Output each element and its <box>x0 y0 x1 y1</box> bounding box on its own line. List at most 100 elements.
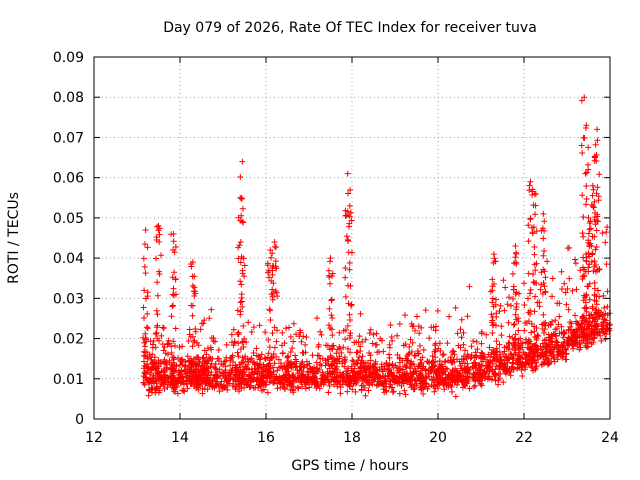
data-point <box>265 336 272 343</box>
data-point <box>392 377 399 384</box>
data-point <box>422 381 429 388</box>
data-point <box>468 343 475 350</box>
data-point <box>495 381 502 388</box>
data-point <box>471 359 478 366</box>
data-point <box>321 374 328 381</box>
data-point <box>242 363 249 370</box>
data-point <box>469 363 476 370</box>
data-point <box>334 346 341 353</box>
data-point <box>431 388 438 395</box>
data-point <box>444 357 451 364</box>
data-point <box>370 331 377 338</box>
data-point <box>353 370 360 377</box>
data-point <box>364 377 371 384</box>
data-point <box>237 345 244 352</box>
data-point <box>403 369 410 376</box>
data-point <box>496 358 503 365</box>
data-point <box>447 357 454 364</box>
data-point <box>531 190 538 197</box>
data-point <box>512 336 519 343</box>
data-point <box>546 337 553 344</box>
data-point <box>287 348 294 355</box>
data-point <box>179 358 186 365</box>
data-point <box>175 374 182 381</box>
data-point <box>405 351 412 358</box>
data-point <box>538 361 545 368</box>
data-point <box>196 369 203 376</box>
data-point <box>539 340 546 347</box>
data-point <box>347 349 354 356</box>
data-point <box>189 259 196 266</box>
data-point <box>463 355 470 362</box>
data-point <box>153 237 160 244</box>
data-point <box>179 387 186 394</box>
data-point <box>541 283 548 290</box>
data-point <box>492 296 499 303</box>
data-point <box>408 348 415 355</box>
data-point <box>231 338 238 345</box>
data-point <box>347 330 354 337</box>
data-point <box>144 367 151 374</box>
data-point <box>451 351 458 358</box>
data-point <box>284 364 291 371</box>
data-point <box>409 339 416 346</box>
data-point <box>344 322 351 329</box>
data-point <box>142 226 149 233</box>
data-point <box>521 327 528 334</box>
data-point <box>200 354 207 361</box>
data-point <box>585 250 592 257</box>
data-point <box>350 380 357 387</box>
data-point <box>541 268 548 275</box>
data-point <box>583 258 590 265</box>
y-tick-label: 0.05 <box>53 211 84 227</box>
data-point <box>292 356 299 363</box>
data-point <box>250 370 257 377</box>
data-point <box>266 357 273 364</box>
data-point <box>452 304 459 311</box>
data-point <box>241 335 248 342</box>
data-point <box>202 364 209 371</box>
data-point <box>580 264 587 271</box>
data-point <box>561 338 568 345</box>
data-point <box>497 302 504 309</box>
data-point <box>325 389 332 396</box>
data-point <box>454 369 461 376</box>
data-point <box>281 364 288 371</box>
data-point <box>574 328 581 335</box>
data-point <box>362 336 369 343</box>
data-point <box>436 357 443 364</box>
data-point <box>464 313 471 320</box>
data-point <box>526 290 533 297</box>
data-point <box>504 359 511 366</box>
data-point <box>504 301 511 308</box>
data-point <box>247 383 254 390</box>
data-point <box>290 320 297 327</box>
data-point <box>281 380 288 387</box>
data-point <box>264 389 271 396</box>
data-point <box>322 362 329 369</box>
data-point <box>265 274 272 281</box>
data-point <box>330 355 337 362</box>
data-point <box>357 343 364 350</box>
data-point <box>381 389 388 396</box>
data-point <box>531 243 538 250</box>
data-point <box>337 390 344 397</box>
data-point <box>346 311 353 318</box>
data-point <box>581 135 588 141</box>
data-point <box>200 320 207 327</box>
data-point <box>440 351 447 358</box>
data-point <box>592 246 599 253</box>
data-point <box>266 369 273 376</box>
data-point <box>482 375 488 382</box>
x-tick-label: 12 <box>85 430 103 446</box>
data-point <box>280 383 287 390</box>
data-point <box>227 355 234 362</box>
data-point <box>512 344 519 351</box>
y-tick-labels: 0 0.01 0.02 0.03 0.04 0.05 0.06 0.07 0.08 0.09 <box>53 50 84 428</box>
data-point <box>285 378 292 385</box>
data-point <box>593 157 600 164</box>
data-point <box>386 355 393 362</box>
data-point <box>270 353 277 360</box>
data-point <box>527 286 534 293</box>
data-point <box>510 355 517 362</box>
